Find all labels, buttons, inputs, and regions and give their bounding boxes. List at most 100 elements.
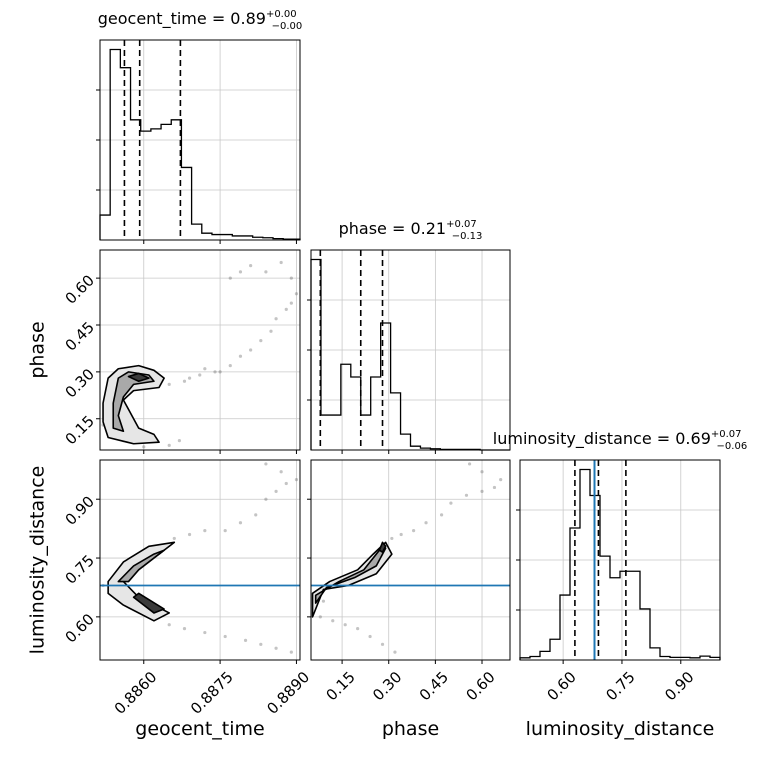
- y-axis-label-luminosity_distance: luminosity_distance: [27, 466, 49, 655]
- sample-point: [439, 513, 444, 517]
- axes-frame: [310, 249, 511, 451]
- sample-point: [368, 634, 372, 639]
- sample-point: [218, 370, 222, 374]
- sample-point: [96, 395, 99, 398]
- x-tick-label: 0.60: [462, 668, 498, 704]
- sample-point: [259, 642, 263, 646]
- sample-point: [264, 497, 268, 501]
- y-tick-label: 0.60: [62, 271, 98, 307]
- sample-point: [172, 536, 176, 541]
- y-tick-label: 0.15: [62, 412, 98, 448]
- sample-point: [142, 445, 146, 449]
- contour-level-2: [132, 592, 165, 614]
- sample-point: [203, 367, 207, 371]
- sample-point: [198, 373, 202, 377]
- x-tick-label: 0.60: [544, 668, 580, 704]
- x-axis-label-geocent_time: geocent_time: [135, 718, 264, 740]
- sample-point: [289, 301, 293, 305]
- sample-point: [464, 493, 469, 497]
- x-tick-label: 0.8890: [263, 668, 313, 718]
- sample-point: [492, 485, 497, 490]
- contour-level-2: [127, 372, 150, 383]
- contour-level-1: [112, 371, 155, 433]
- y-axis-label-phase: phase: [27, 321, 49, 378]
- sample-point: [264, 270, 268, 274]
- axes-frame: [310, 459, 511, 661]
- axes-frame: [99, 459, 301, 661]
- y-tick-label: 0.90: [62, 492, 98, 528]
- sample-point: [167, 382, 171, 386]
- sample-point: [499, 478, 503, 482]
- histogram-phase: [310, 258, 510, 451]
- panel-content: [311, 460, 510, 660]
- panel-geocent_time-phase: 0.15 0.30 0.45 0.60: [62, 249, 301, 454]
- hist-panel-phase: phase = 0.21+0.07 −0.13: [307, 219, 511, 451]
- x-tick-label: 0.45: [416, 668, 452, 704]
- sample-point: [187, 376, 192, 380]
- sample-point: [399, 532, 403, 537]
- title-luminosity_distance: luminosity_distance = 0.69+0.07 −0.06: [493, 429, 747, 452]
- sample-point: [393, 650, 397, 654]
- axes-frame: [99, 249, 301, 451]
- sample-point: [249, 348, 253, 352]
- sample-point: [284, 481, 288, 486]
- histogram-geocent_time: [99, 48, 301, 240]
- x-axis-label-phase: phase: [382, 718, 439, 740]
- sample-point: [480, 470, 484, 474]
- sample-point: [203, 528, 207, 533]
- sample-point: [187, 532, 192, 537]
- hist-panel-luminosity_distance: luminosity_distance = 0.69+0.07 −0.06: [493, 429, 747, 661]
- sample-point: [279, 260, 283, 265]
- title-geocent_time: geocent_time = 0.89+0.00 −0.00: [98, 9, 303, 32]
- x-tick-label: 0.15: [322, 668, 358, 704]
- sample-point: [238, 270, 243, 274]
- sample-point: [223, 634, 227, 639]
- sample-point: [294, 292, 299, 296]
- x-tick-label: 0.8860: [111, 668, 161, 718]
- sample-point: [243, 638, 248, 642]
- sample-point: [254, 513, 258, 517]
- panel-content: [100, 460, 300, 660]
- sample-point: [274, 646, 278, 650]
- panel-content: [96, 250, 300, 450]
- sample-point: [274, 489, 278, 493]
- axes-frame: [519, 459, 721, 661]
- sample-point: [318, 615, 322, 619]
- sample-point: [390, 536, 394, 541]
- sample-point: [228, 364, 232, 368]
- sample-point: [249, 264, 253, 268]
- x-tick-label: 0.90: [661, 668, 697, 704]
- hist-panel-geocent_time: geocent_time = 0.89+0.00 −0.00: [96, 9, 303, 241]
- sample-point: [279, 470, 283, 474]
- y-tick-label: 0.60: [62, 610, 98, 646]
- sample-point: [449, 501, 453, 505]
- sample-point: [182, 379, 187, 383]
- sample-point: [289, 276, 293, 280]
- x-tick-label: 0.8875: [187, 668, 237, 718]
- x-axis-label-luminosity_distance: luminosity_distance: [526, 718, 715, 740]
- panel-geocent_time-luminosity_distance: 0.60 0.75 0.90: [62, 459, 301, 664]
- axes-frame: [99, 39, 301, 241]
- sample-point: [343, 623, 347, 627]
- sample-point: [177, 439, 181, 443]
- histogram-luminosity_distance: [519, 468, 721, 660]
- x-tick-label: 0.75: [602, 668, 638, 704]
- sample-point: [480, 489, 484, 493]
- sample-point: [259, 339, 263, 343]
- sample-point: [356, 627, 360, 631]
- sample-point: [289, 650, 293, 654]
- sample-point: [167, 623, 171, 627]
- title-phase: phase = 0.21+0.07 −0.13: [339, 219, 483, 242]
- sample-point: [269, 329, 273, 333]
- sample-point: [380, 642, 385, 646]
- y-tick-label: 0.45: [62, 318, 98, 354]
- sample-point: [424, 521, 428, 525]
- sample-point: [264, 462, 268, 466]
- sample-point: [294, 478, 299, 482]
- contour-level-1: [117, 549, 165, 583]
- x-tick-label: 0.30: [369, 668, 405, 704]
- contour-level-2: [378, 541, 387, 553]
- sample-point: [238, 354, 243, 358]
